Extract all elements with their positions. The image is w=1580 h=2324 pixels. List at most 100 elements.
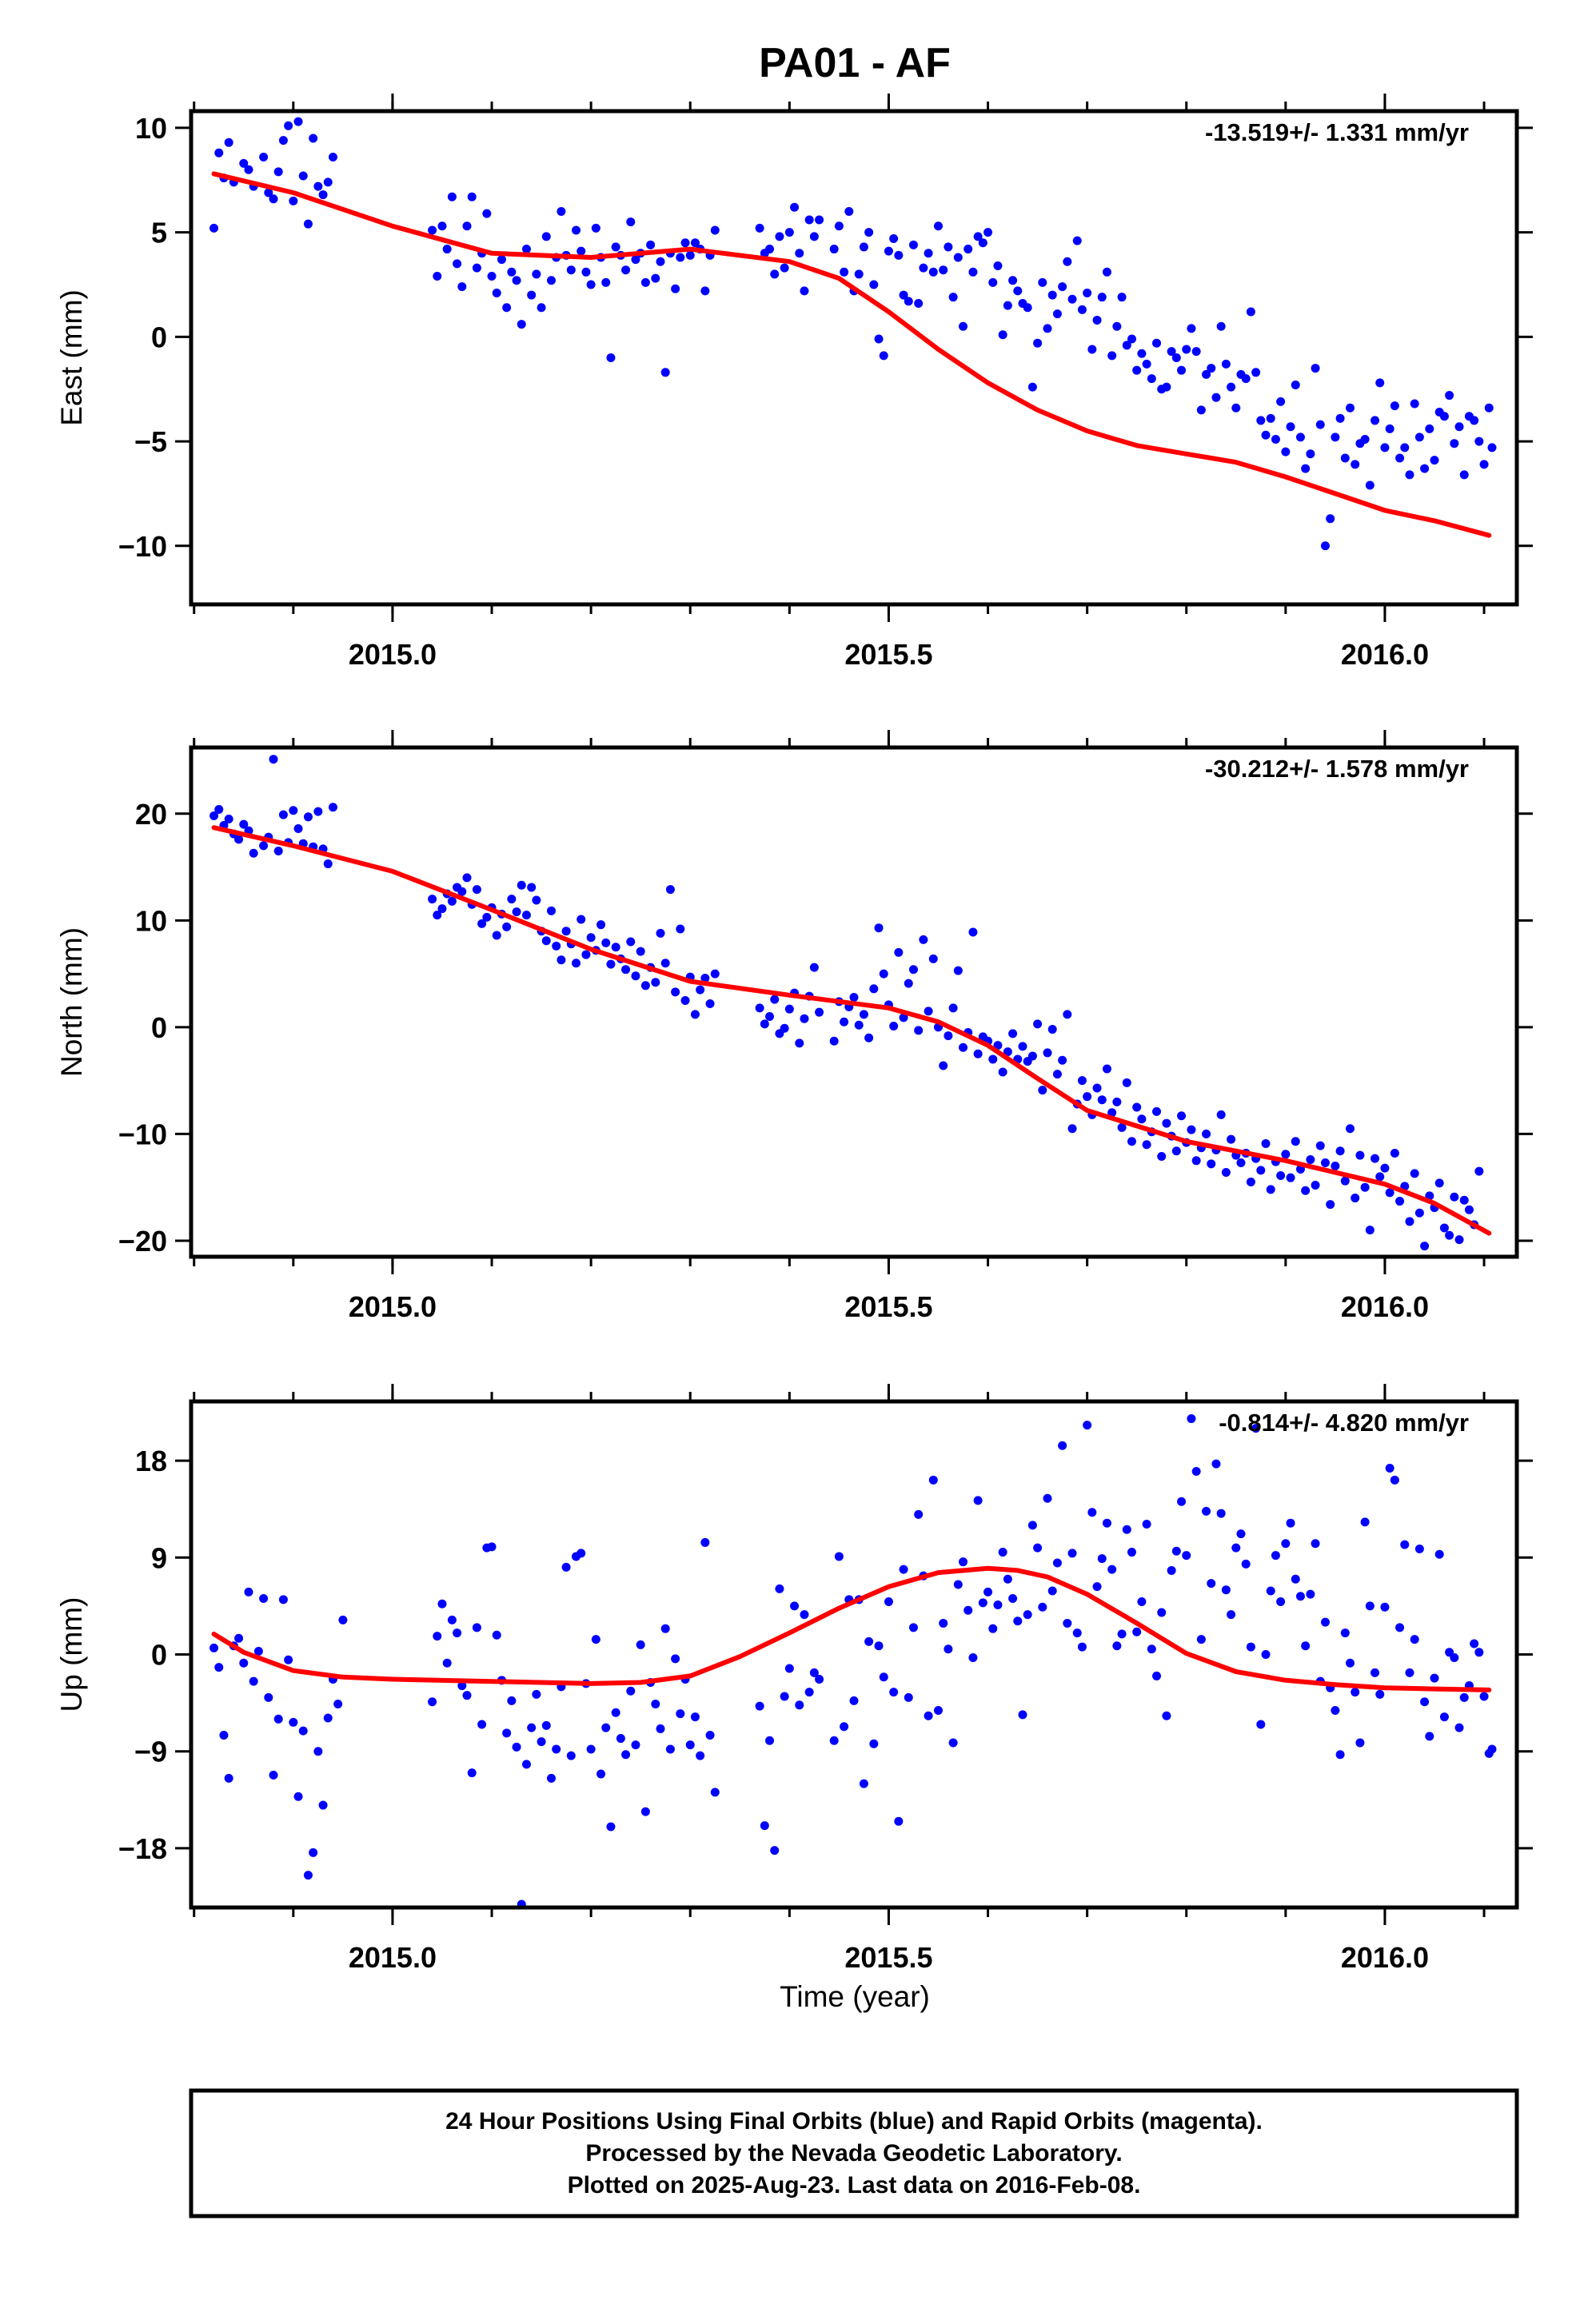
up-data-point [933, 1706, 943, 1716]
east-data-point [1375, 378, 1385, 388]
up-data-point [765, 1736, 775, 1745]
east-data-point [1311, 364, 1320, 373]
north-data-point [829, 1036, 839, 1046]
east-data-point [879, 351, 888, 361]
north-data-point [1474, 1166, 1484, 1176]
north-data-point [532, 895, 541, 905]
east-data-point [1246, 307, 1255, 317]
north-data-point [651, 978, 660, 987]
north-data-point [601, 938, 611, 947]
up-data-point [1003, 1574, 1012, 1584]
up-data-point [313, 1747, 323, 1756]
up-data-point [611, 1708, 620, 1717]
east-data-point [289, 196, 298, 205]
north-data-point [527, 883, 537, 892]
up-frame [189, 1399, 1519, 1910]
east-data-point [1484, 403, 1494, 413]
east-data-point [1003, 301, 1012, 310]
north-data-point [1420, 1242, 1430, 1251]
up-data-point [244, 1587, 253, 1597]
east-data-point [1380, 443, 1390, 452]
up-data-point [1171, 1546, 1181, 1556]
east-data-point [765, 245, 775, 254]
north-data-point [968, 927, 978, 937]
up-data-point [1295, 1592, 1305, 1601]
north-data-point [1291, 1137, 1300, 1146]
up-data-point [973, 1496, 983, 1505]
up-data-point [1306, 1589, 1315, 1599]
up-data-point [527, 1723, 537, 1732]
up-data-point [1047, 1586, 1057, 1596]
caption-line-3: Plotted on 2025-Aug-23. Last data on 201… [568, 2172, 1141, 2198]
up-data-point [621, 1750, 631, 1760]
east-rate-label: -13.519+/- 1.331 mm/yr [1205, 118, 1469, 146]
up-marks [209, 1414, 1497, 1907]
north-data-point [1375, 1172, 1385, 1182]
caption-box: 24 Hour Positions Using Final Orbits (bl… [189, 2088, 1519, 2218]
north-data-point [512, 907, 521, 917]
up-data-point [904, 1692, 913, 1702]
north-data-point [1052, 1070, 1062, 1079]
east-y-tick-label: 5 [151, 217, 167, 249]
east-frame [189, 109, 1519, 607]
east-data-point [1395, 453, 1405, 463]
east-data-point [546, 276, 556, 285]
east-data-point [606, 353, 616, 362]
north-data-point [795, 1038, 804, 1048]
east-data-point [1276, 397, 1286, 406]
up-data-point [586, 1744, 596, 1754]
up-data-point [864, 1636, 874, 1646]
north-data-point [557, 955, 566, 965]
east-data-point [874, 334, 884, 344]
north-data-point [765, 1012, 775, 1022]
up-data-point [269, 1770, 278, 1780]
east-data-point [651, 273, 660, 283]
north-data-point [1083, 1092, 1092, 1102]
north-data-point [492, 931, 501, 940]
east-data-point [566, 265, 576, 275]
east-data-point [775, 232, 784, 241]
north-data-point [959, 1042, 968, 1052]
north-data-point [770, 995, 780, 1004]
east-data-point [259, 153, 269, 162]
east-data-point [278, 136, 288, 145]
north-data-point [1127, 1137, 1136, 1146]
east-data-point [442, 245, 452, 254]
up-data-point [303, 1871, 313, 1880]
north-data-point [1132, 1102, 1142, 1112]
up-data-point [1405, 1668, 1414, 1677]
north-data-point [303, 812, 313, 822]
north-data-point [313, 807, 323, 816]
east-data-point [1047, 290, 1057, 300]
east-data-point [978, 238, 988, 248]
north-data-point [249, 848, 258, 858]
east-data-point [1137, 349, 1147, 358]
up-data-point [1261, 1650, 1271, 1659]
north-data-point [1137, 1114, 1147, 1124]
up-x-tick-label: 2016.0 [1341, 1941, 1429, 1974]
east-data-point [710, 225, 720, 235]
east-data-point [1281, 447, 1291, 456]
east-data-point [1351, 460, 1360, 469]
east-data-point [1241, 374, 1251, 384]
up-data-point [253, 1646, 263, 1656]
up-data-point [338, 1615, 348, 1624]
north-data-point [696, 985, 705, 995]
up-data-point [1439, 1712, 1449, 1722]
up-data-point [790, 1601, 800, 1611]
east-data-point [1207, 364, 1216, 373]
east-data-point [646, 240, 656, 249]
east-data-point [1315, 420, 1325, 429]
up-data-point [1023, 1610, 1032, 1620]
north-data-point [864, 1033, 874, 1042]
north-data-point [1202, 1129, 1211, 1138]
east-data-point [1439, 412, 1449, 421]
up-data-point [1167, 1565, 1176, 1575]
north-data-point [1246, 1178, 1255, 1187]
north-data-point [665, 885, 675, 895]
north-data-point [1152, 1106, 1162, 1116]
north-data-point [1439, 1223, 1449, 1233]
up-data-point [1087, 1508, 1097, 1517]
north-marks [209, 755, 1492, 1251]
